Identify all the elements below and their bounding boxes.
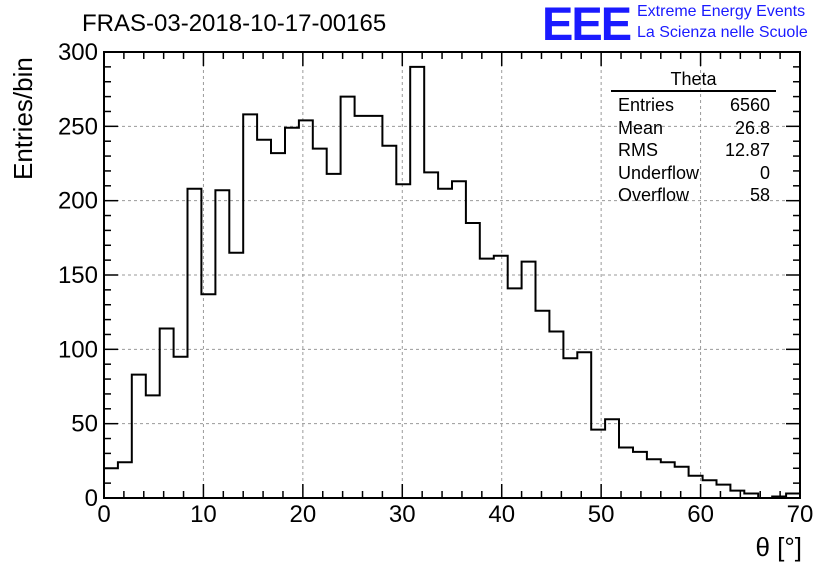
stats-row: Entries 6560 <box>611 94 776 117</box>
axis-tick-labels: 0 10 20 30 40 50 60 70 0 50 100 150 200 250 300 <box>58 39 813 528</box>
x-tick-label: 50 <box>588 501 615 528</box>
y-tick-label: 0 <box>85 485 98 512</box>
histogram-bin <box>438 189 452 498</box>
x-tick-label: 70 <box>787 501 814 528</box>
stats-label: RMS <box>618 140 658 160</box>
histogram-bin <box>716 485 730 498</box>
histogram-bin <box>494 256 508 498</box>
logo-caption-line1: Extreme Energy Events <box>637 3 806 20</box>
x-tick-label: 60 <box>687 501 714 528</box>
histogram-bin <box>271 153 285 498</box>
histogram-bin <box>480 259 494 498</box>
histogram-bin <box>466 223 480 498</box>
y-tick-label: 300 <box>58 39 98 66</box>
histogram-bin <box>522 262 536 498</box>
histogram-bin <box>299 120 313 498</box>
stats-value: 6560 <box>729 95 770 115</box>
histogram-bin <box>174 357 188 498</box>
histogram-bin <box>619 447 633 498</box>
stats-value: 58 <box>749 185 770 205</box>
histogram-bin <box>703 480 717 498</box>
histogram-bin <box>355 116 369 498</box>
histogram-bin <box>229 253 243 498</box>
stats-box: Theta Entries 6560 Mean 26.8 RMS 12.87 U… <box>611 69 776 207</box>
stats-row: Overflow 58 <box>611 184 776 207</box>
histogram-bin <box>730 491 744 498</box>
histogram-bin <box>382 146 396 498</box>
stats-row: RMS 12.87 <box>611 139 776 162</box>
stats-title: Theta <box>611 69 776 92</box>
logo-caption-line2: La Scienza nelle Scuole <box>637 24 808 41</box>
histogram-bin <box>633 452 647 498</box>
histogram-bin <box>285 128 299 498</box>
y-axis-label: Entries/bin <box>8 57 38 180</box>
histogram-bin <box>675 467 689 498</box>
y-tick-label: 150 <box>58 262 98 289</box>
y-tick-label: 100 <box>58 336 98 363</box>
histogram-bin <box>243 114 257 498</box>
x-tick-label: 20 <box>290 501 317 528</box>
x-tick-label: 30 <box>389 501 416 528</box>
histogram-bin <box>549 331 563 498</box>
histogram-bin <box>591 430 605 498</box>
stats-label: Underflow <box>618 162 700 183</box>
y-tick-label: 200 <box>58 188 98 215</box>
eee-logo: EEE <box>542 0 632 50</box>
histogram-bin <box>118 462 132 498</box>
stats-row: Mean 26.8 <box>611 117 776 140</box>
x-axis-label: θ [°] <box>755 532 802 562</box>
grid-lines <box>104 52 800 498</box>
histogram-bin <box>452 181 466 498</box>
x-tick-label: 10 <box>190 501 217 528</box>
histogram-bin <box>313 149 327 498</box>
histogram-bin <box>368 116 382 498</box>
stats-row: Underflow 0 <box>611 162 776 185</box>
stats-value: 26.8 <box>734 117 770 138</box>
y-tick-label: 50 <box>71 411 98 438</box>
x-tick-label: 0 <box>97 501 110 528</box>
x-tick-label: 40 <box>488 501 515 528</box>
axis-ticks <box>103 51 801 499</box>
histogram-bin <box>146 395 160 498</box>
histogram-bin <box>563 358 577 498</box>
histogram-bin <box>341 97 355 498</box>
stats-value: 0 <box>759 162 770 183</box>
histogram-bin <box>647 459 661 498</box>
y-tick-label: 250 <box>58 113 98 140</box>
histogram-bin <box>424 172 438 498</box>
histogram-bin <box>188 189 202 498</box>
stats-label: Entries <box>618 95 675 115</box>
histogram-bin <box>661 462 675 498</box>
histogram-outline <box>104 65 801 499</box>
histogram-bin <box>257 140 271 498</box>
histogram-bin <box>132 375 146 498</box>
histogram-bin <box>327 174 341 498</box>
histogram-bin <box>396 184 410 498</box>
histogram-bin <box>536 311 550 498</box>
histogram-bin <box>508 288 522 498</box>
run-title: FRAS-03-2018-10-17-00165 <box>82 10 387 37</box>
histogram-bin <box>201 294 215 498</box>
histogram-bin <box>577 352 591 498</box>
histogram-bin <box>605 419 619 498</box>
stats-label: Overflow <box>618 185 690 205</box>
stats-value: 12.87 <box>724 140 770 160</box>
histogram-bin <box>410 67 424 498</box>
histogram-bin <box>215 190 229 498</box>
stats-label: Mean <box>618 117 664 138</box>
histogram-bin <box>160 329 174 498</box>
